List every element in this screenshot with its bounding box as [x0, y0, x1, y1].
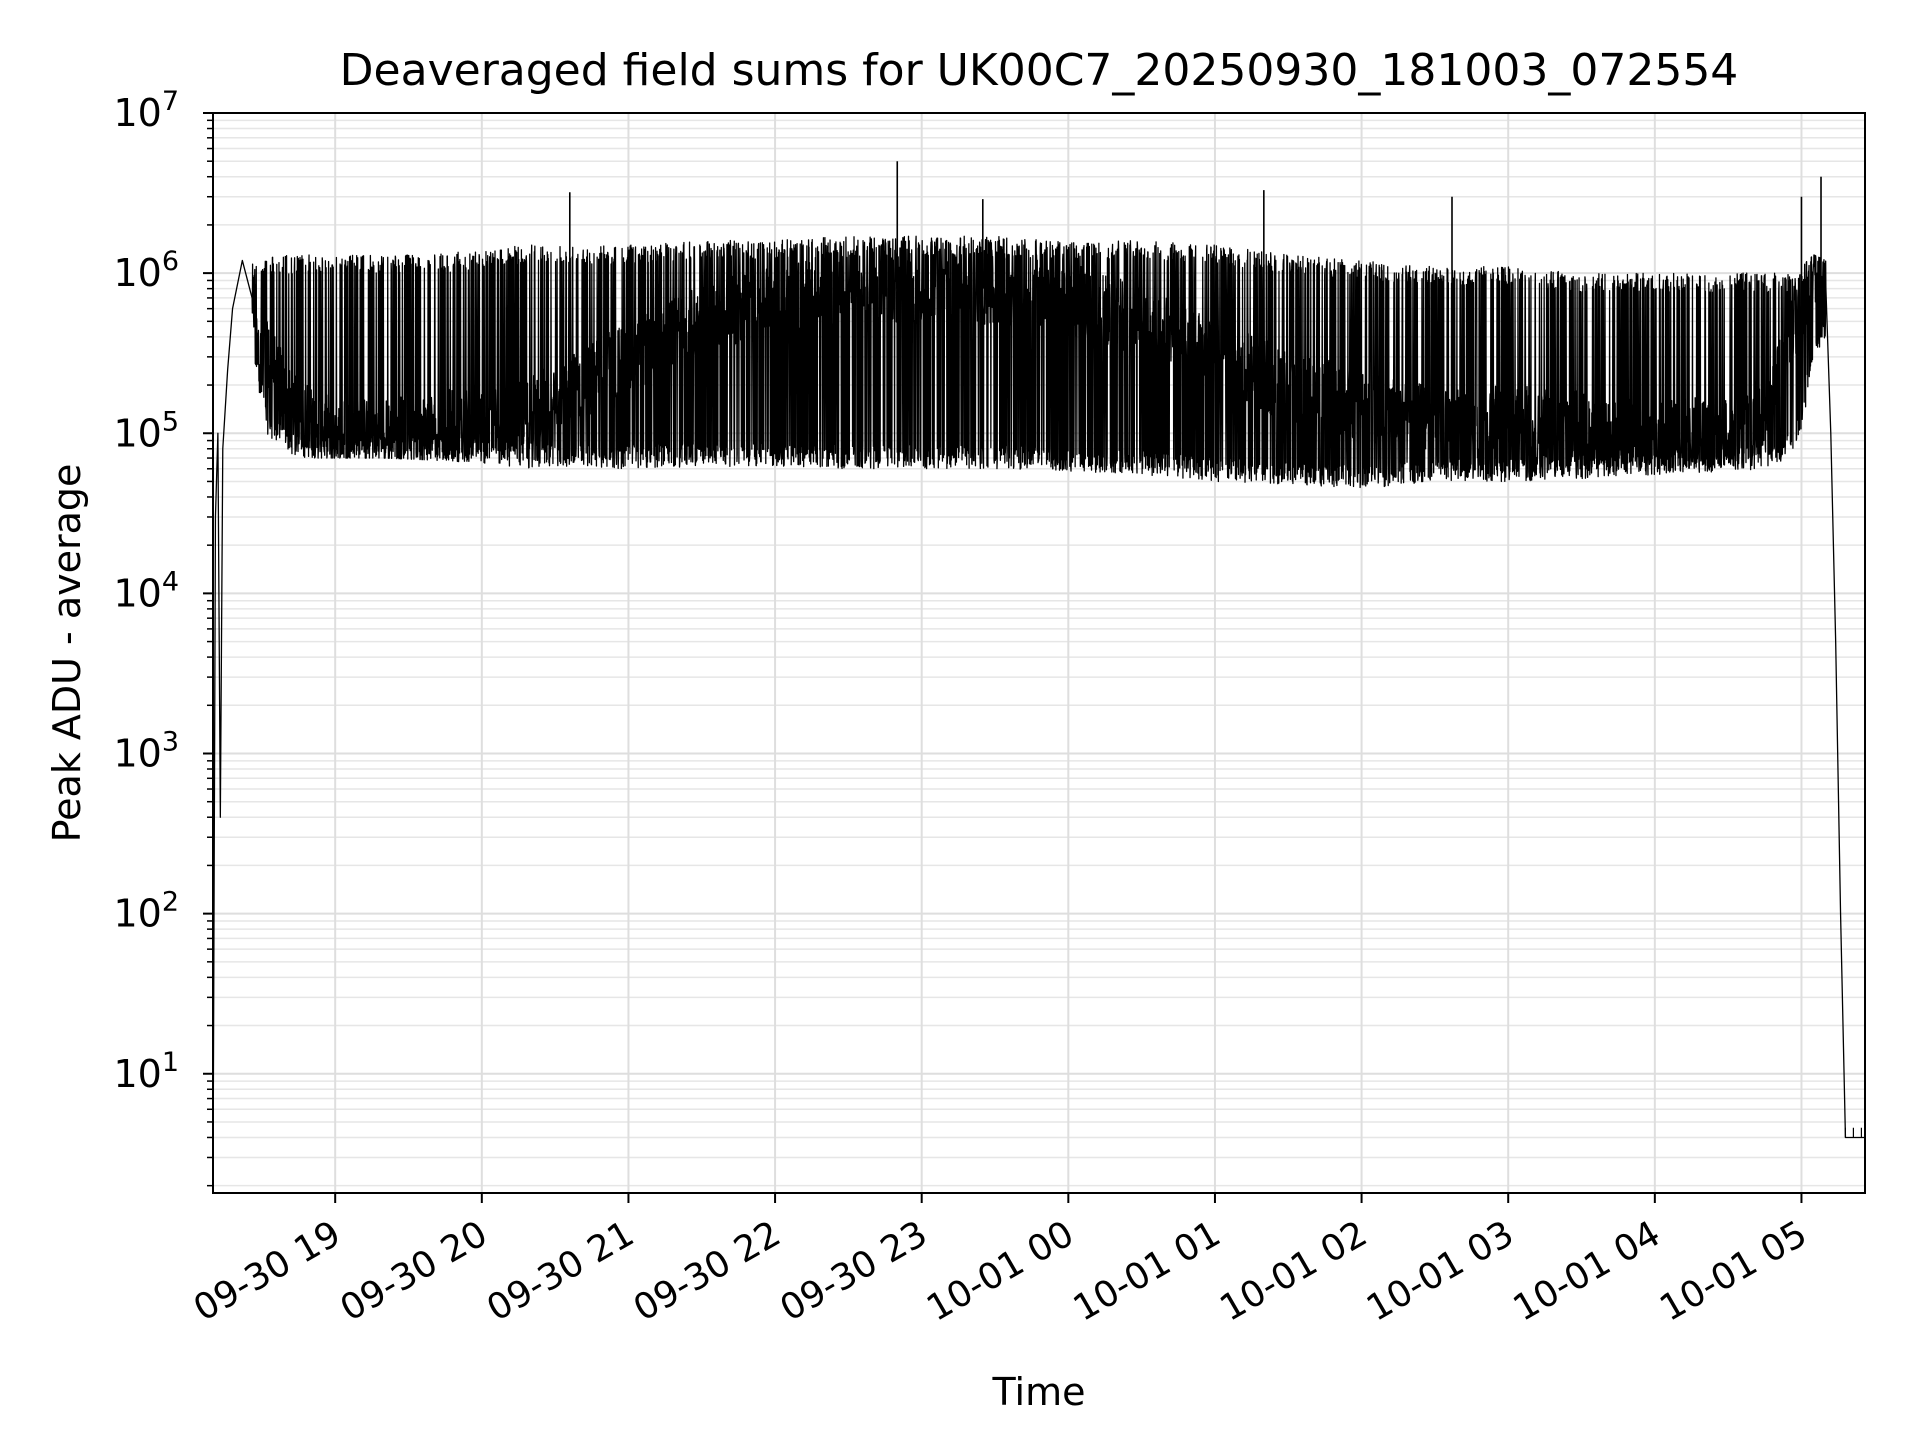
grid-minor — [213, 119, 1865, 1187]
y-tick-label: 104 — [113, 566, 179, 615]
chart-title: Deaveraged field sums for UK00C7_2025093… — [340, 45, 1739, 96]
y-tick-label: 102 — [113, 887, 179, 936]
y-axis-label: Peak ADU - average — [45, 464, 89, 843]
x-axis-label: Time — [992, 1370, 1086, 1414]
plot-frame — [212, 112, 1866, 1194]
series-layer — [212, 161, 1865, 1194]
y-tick-label: 107 — [113, 86, 179, 135]
y-axis-ticks: 101 102 103 104 105 106 107 — [113, 86, 213, 1187]
y-tick-label: 106 — [113, 246, 179, 295]
y-tick-label: 105 — [113, 406, 179, 455]
series-floor-ticks — [1844, 1127, 1862, 1138]
y-tick-label: 101 — [113, 1047, 179, 1096]
y-tick-label: 103 — [113, 727, 179, 776]
series-line — [212, 235, 1865, 1194]
